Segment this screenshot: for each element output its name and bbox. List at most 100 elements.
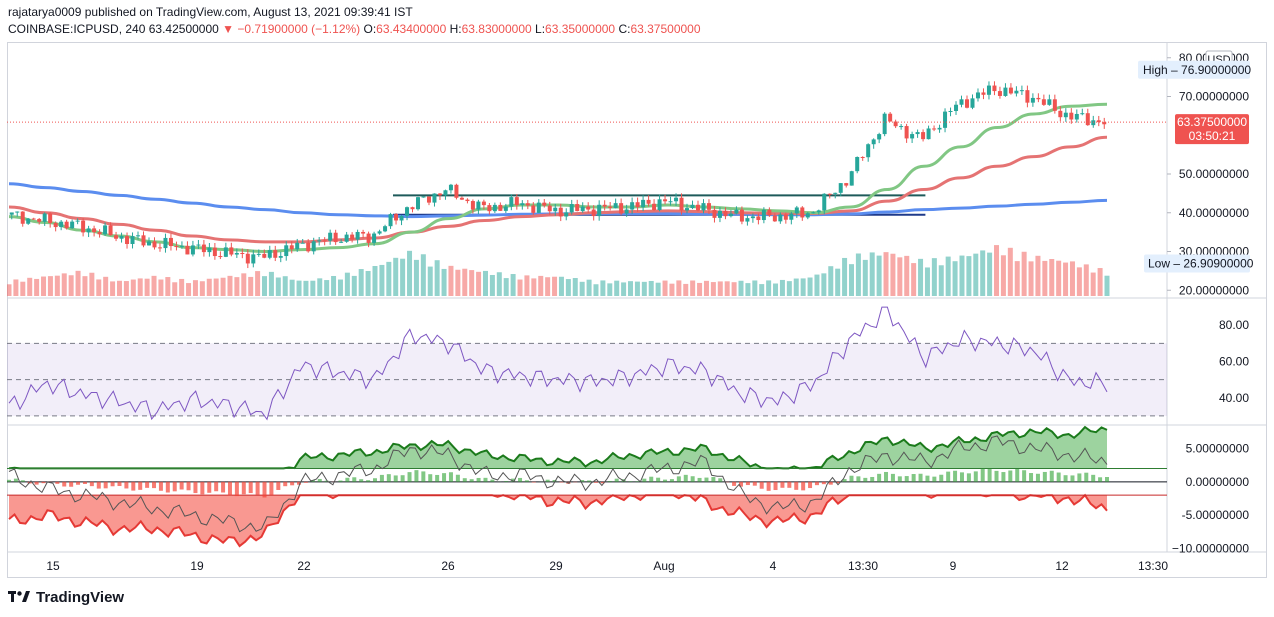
candle-body — [317, 240, 322, 242]
osc-histogram-bar — [303, 481, 308, 483]
volume-bar — [496, 272, 502, 296]
time-tick-label: 13:30 — [848, 559, 878, 573]
candle-body — [734, 209, 739, 214]
candle-body — [322, 240, 327, 242]
volume-bar — [137, 278, 143, 296]
chart-area[interactable]: 80.0000000070.0000000050.0000000040.0000… — [6, 42, 1267, 578]
volume-bar — [890, 253, 896, 296]
osc-histogram-bar — [352, 477, 357, 482]
osc-histogram-bar — [794, 481, 799, 490]
volume-bar — [683, 283, 689, 296]
osc-histogram-bar — [297, 481, 302, 485]
volume-bar — [130, 279, 136, 296]
volume-bar — [614, 280, 620, 296]
candle-body — [64, 221, 69, 229]
osc-histogram-bar — [600, 481, 605, 484]
candle-body — [954, 104, 959, 111]
volume-bar — [144, 278, 150, 296]
volume-bar — [282, 276, 288, 296]
candle-body — [706, 203, 711, 210]
volume-bar — [379, 264, 385, 296]
osc-histogram-bar — [82, 481, 87, 484]
candle-body — [97, 232, 102, 235]
osc-histogram-bar — [55, 481, 60, 484]
candle-body — [481, 201, 486, 206]
osc-histogram-bar — [20, 480, 25, 482]
candle-body — [48, 213, 53, 223]
candle-body — [372, 233, 377, 243]
candle-body — [558, 207, 563, 217]
candle-body — [81, 220, 86, 233]
bar-countdown-label: 03:50:21 — [1189, 129, 1236, 143]
volume-bar — [503, 278, 509, 296]
volume-bar — [289, 279, 295, 296]
candle-body — [256, 253, 261, 255]
osc-histogram-bar — [1035, 473, 1040, 482]
osc-histogram-bar — [545, 479, 550, 482]
candle-body — [915, 132, 920, 135]
volume-bar — [752, 280, 758, 296]
volume-bar — [462, 268, 468, 296]
upper-area — [9, 427, 1107, 469]
osc-histogram-bar — [89, 481, 94, 487]
candle-body — [212, 247, 217, 257]
osc-histogram-bar — [359, 479, 364, 482]
volume-bar — [317, 278, 323, 296]
volume-bar — [75, 270, 81, 296]
candle-body — [223, 247, 228, 257]
ohlc-o-label: O: — [363, 22, 377, 36]
chart-svg[interactable]: 80.0000000070.0000000050.0000000040.0000… — [6, 42, 1267, 578]
candle-body — [652, 203, 657, 211]
candle-body — [975, 92, 980, 99]
volume-bar — [255, 271, 261, 296]
osc-histogram-bar — [110, 481, 115, 487]
symbol-label[interactable]: COINBASE:ICPUSD, 240 — [8, 22, 146, 36]
candle-body — [805, 213, 810, 218]
moving-average-line — [8, 182, 1108, 219]
volume-bar — [489, 274, 495, 296]
candle-body — [1091, 120, 1096, 126]
osc-histogram-bar — [649, 476, 654, 482]
osc-histogram-bar — [13, 478, 18, 482]
candle-body — [245, 253, 250, 264]
candle-body — [15, 211, 20, 213]
time-tick-label: 13:30 — [1138, 559, 1168, 573]
candle-body — [454, 184, 459, 198]
osc-histogram-bar — [1077, 473, 1082, 482]
candle-body — [997, 91, 1002, 96]
time-tick-label: 29 — [549, 559, 563, 573]
candle-body — [1014, 90, 1019, 94]
volume-bar — [199, 281, 205, 296]
volume-bar — [987, 252, 993, 296]
candle-body — [888, 113, 893, 122]
volume-bar — [448, 265, 454, 296]
candle-body — [311, 241, 316, 252]
volume-bar — [938, 265, 944, 296]
osc-histogram-bar — [607, 480, 612, 482]
candle-body — [690, 204, 695, 209]
candle-body — [679, 197, 684, 211]
candle-body — [37, 218, 42, 222]
osc-histogram-bar — [283, 481, 288, 487]
volume-bar — [1049, 259, 1055, 296]
volume-bar — [234, 277, 240, 296]
osc-histogram-bar — [663, 479, 668, 482]
osc-histogram-bar — [400, 475, 405, 482]
candle-body — [273, 250, 278, 258]
osc-histogram-bar — [227, 481, 232, 496]
candle-body — [399, 215, 404, 221]
osc-histogram-bar — [759, 481, 764, 489]
candle-body — [9, 212, 14, 215]
osc-histogram-bar — [241, 481, 246, 495]
osc-histogram-bar — [103, 481, 108, 489]
candle-body — [1003, 87, 1008, 96]
volume-bar — [662, 280, 668, 296]
candle-body — [31, 218, 36, 220]
osc-tick-label: −10.00000000 — [1172, 542, 1249, 556]
osc-histogram-bar — [448, 472, 453, 482]
tradingview-footer[interactable]: TradingView — [8, 589, 124, 607]
candle-body — [207, 247, 212, 253]
volume-bar — [275, 277, 281, 296]
candle-body — [498, 204, 503, 211]
candle-body — [761, 209, 766, 221]
